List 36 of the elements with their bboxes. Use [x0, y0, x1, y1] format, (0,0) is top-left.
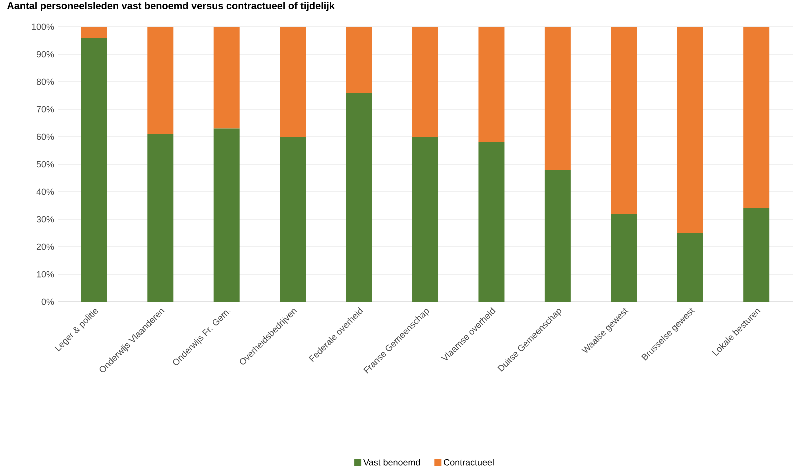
y-tick-label: 100%	[32, 24, 54, 30]
y-tick-label: 20%	[36, 244, 54, 250]
bar	[214, 128, 240, 302]
bar	[412, 26, 439, 137]
bar	[214, 26, 240, 129]
legend-label: Vast benoemd	[364, 459, 420, 466]
bar	[346, 93, 372, 302]
bar	[744, 208, 770, 302]
bar	[280, 26, 306, 137]
bar	[744, 26, 770, 208]
bar	[544, 170, 571, 302]
y-tick-label: 0%	[42, 298, 54, 306]
bar	[412, 137, 439, 302]
bar	[81, 38, 108, 302]
bar	[346, 26, 372, 93]
legend-label: Contractueel	[444, 459, 494, 466]
bar	[478, 142, 505, 302]
bar	[677, 233, 704, 302]
bar	[148, 26, 174, 134]
y-tick-label: 30%	[36, 216, 54, 223]
bar	[677, 26, 704, 234]
bar	[148, 134, 174, 302]
y-tick-label: 50%	[36, 161, 54, 168]
bar	[478, 26, 505, 142]
y-tick-label: 80%	[36, 78, 54, 86]
bar	[81, 26, 108, 38]
y-tick-label: 10%	[37, 271, 54, 278]
bar	[280, 137, 306, 302]
bar	[611, 214, 638, 302]
chart-title: Aantal personeelsleden vast benoemd versus contractueel of tijdelijk	[7, 2, 335, 12]
bar	[611, 26, 638, 214]
y-tick-label: 60%	[36, 134, 54, 140]
y-tick-label: 90%	[36, 51, 54, 58]
bar	[544, 26, 571, 170]
y-tick-label: 40%	[36, 188, 54, 196]
y-tick-label: 70%	[36, 106, 54, 113]
